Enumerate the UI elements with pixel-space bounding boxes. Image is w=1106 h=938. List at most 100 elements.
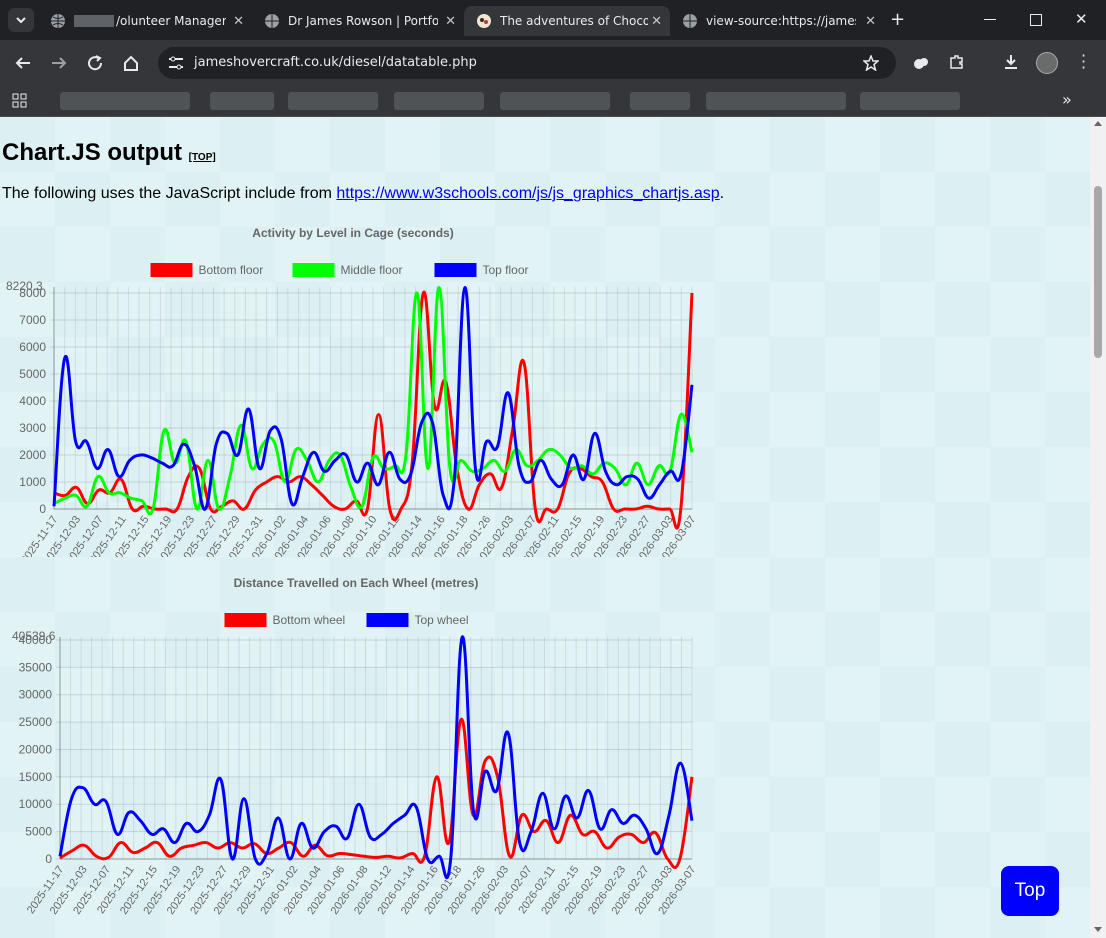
dog-favicon-icon xyxy=(477,14,491,28)
avatar[interactable] xyxy=(1036,52,1058,74)
bookmark-item[interactable] xyxy=(210,92,274,110)
y-tick-label: 35000 xyxy=(19,660,53,674)
intro-text: The following uses the JavaScript includ… xyxy=(2,185,337,202)
top-button[interactable]: Top xyxy=(1001,866,1059,916)
globe-icon xyxy=(51,14,65,28)
close-window-button[interactable]: ✕ xyxy=(1075,10,1088,28)
scrollbar-thumb[interactable] xyxy=(1094,186,1102,358)
y-tick-label: 5000 xyxy=(19,367,46,381)
y-tick-label: 4000 xyxy=(19,394,46,408)
blurred-text xyxy=(74,15,114,27)
scroll-up-arrow[interactable] xyxy=(1094,121,1102,126)
bookmarks-bar: » xyxy=(0,86,1106,117)
close-icon[interactable]: ✕ xyxy=(445,13,456,29)
y-tick-label: 0 xyxy=(45,852,52,866)
y-tick-label: 15000 xyxy=(19,770,53,784)
scroll-down-arrow[interactable] xyxy=(1094,927,1102,932)
y-tick-label: 2000 xyxy=(19,448,46,462)
tab-label: The adventures of Chocola xyxy=(500,14,648,28)
extension-cloud-icon[interactable] xyxy=(912,54,930,72)
y-tick-label: 8000 xyxy=(19,286,46,300)
extensions-puzzle-icon[interactable] xyxy=(948,53,966,71)
forward-icon[interactable] xyxy=(50,54,68,72)
y-tick-label: 3000 xyxy=(19,421,46,435)
bookmark-item[interactable] xyxy=(630,92,690,110)
y-tick-label: 1000 xyxy=(19,475,46,489)
reload-icon[interactable] xyxy=(86,54,104,72)
y-tick-label: 25000 xyxy=(19,715,53,729)
legend-swatch-2 xyxy=(434,263,477,277)
legend-swatch-0 xyxy=(150,263,193,277)
series-line-bottom-wheel xyxy=(59,717,694,870)
y-tick-label: 30000 xyxy=(19,688,53,702)
apps-grid-icon[interactable] xyxy=(12,93,28,109)
close-icon[interactable]: ✕ xyxy=(865,13,876,29)
legend-swatch-1 xyxy=(292,263,335,277)
series-line-bottom-floor xyxy=(53,290,694,530)
series-line-top-wheel xyxy=(58,635,694,880)
tab-portfolio[interactable]: Dr James Rowson | Portfoli ✕ xyxy=(252,6,464,36)
y-tick-label: 40000 xyxy=(19,633,53,647)
tab-label: /olunteer Manager xyxy=(116,14,226,28)
tab-search-button[interactable] xyxy=(8,8,34,32)
close-icon[interactable]: ✕ xyxy=(233,13,244,29)
address-bar[interactable]: jameshovercraft.co.uk/diesel/datatable.p… xyxy=(158,47,896,79)
page-viewport: Chart.JS output [TOP] The following uses… xyxy=(0,117,1090,938)
y-tick-label: 6000 xyxy=(19,340,46,354)
tab-label: view-source:https://jamesh xyxy=(706,14,856,28)
bookmark-item[interactable] xyxy=(860,92,960,110)
tab-label: Dr James Rowson | Portfoli xyxy=(288,14,438,28)
tab-adventures[interactable]: The adventures of Chocola ✕ xyxy=(464,6,670,36)
home-icon[interactable] xyxy=(122,54,140,72)
toolbar: jameshovercraft.co.uk/diesel/datatable.p… xyxy=(0,40,1106,86)
chevron-down-icon xyxy=(16,17,26,24)
back-icon[interactable] xyxy=(14,54,32,72)
top-link[interactable]: [TOP] xyxy=(188,152,216,163)
legend-label-0: Bottom floor xyxy=(199,263,264,277)
legend-swatch-0 xyxy=(224,613,267,627)
site-info-icon[interactable] xyxy=(168,56,184,70)
close-icon[interactable]: ✕ xyxy=(651,13,662,29)
globe-icon xyxy=(265,14,279,28)
menu-kebab-icon[interactable]: · · · xyxy=(1081,46,1087,77)
tab-view-source[interactable]: view-source:https://jamesh ✕ xyxy=(670,6,884,36)
maximize-button[interactable] xyxy=(1030,14,1042,26)
bookmark-item[interactable] xyxy=(706,92,846,110)
legend-label-0: Bottom wheel xyxy=(273,613,346,627)
w3schools-link[interactable]: https://www.w3schools.com/js/js_graphics… xyxy=(336,185,720,202)
y-max-label: 40539.6 xyxy=(12,629,56,643)
bookmark-item[interactable] xyxy=(394,92,484,110)
activity-chart: Activity by Level in Cage (seconds) Botto… xyxy=(6,226,698,557)
tab-volunteer-manager[interactable]: /olunteer Manager ✕ xyxy=(38,6,252,36)
distance-chart: Distance Travelled on Each Wheel (metres… xyxy=(12,576,698,917)
y-tick-label: 7000 xyxy=(19,313,46,327)
legend-label-1: Middle floor xyxy=(341,263,403,277)
bookmarks-overflow-icon[interactable]: » xyxy=(1062,90,1072,109)
series-line-middle-floor xyxy=(53,286,694,516)
tab-bar: /olunteer Manager ✕ Dr James Rowson | Po… xyxy=(0,0,1106,40)
y-max-label: 8220.3 xyxy=(6,279,43,293)
page-heading-text: Chart.JS output xyxy=(2,139,182,166)
intro-paragraph: The following uses the JavaScript includ… xyxy=(2,185,724,203)
y-tick-label: 10000 xyxy=(19,797,53,811)
minimize-button[interactable] xyxy=(984,19,996,20)
series-line-top-floor xyxy=(52,286,694,511)
star-icon[interactable] xyxy=(863,55,879,71)
y-tick-label: 5000 xyxy=(25,825,52,839)
globe-icon xyxy=(683,14,697,28)
chart-title: Distance Travelled on Each Wheel (metres… xyxy=(234,576,479,590)
new-tab-button[interactable]: + xyxy=(890,9,906,30)
y-tick-label: 20000 xyxy=(19,742,53,756)
legend-swatch-1 xyxy=(366,613,409,627)
download-icon[interactable] xyxy=(1002,53,1020,71)
url-text[interactable]: jameshovercraft.co.uk/diesel/datatable.p… xyxy=(194,55,477,70)
legend-label-2: Top floor xyxy=(483,263,529,277)
bookmark-item[interactable] xyxy=(60,92,190,110)
y-tick-label: 0 xyxy=(39,502,46,516)
bookmark-item[interactable] xyxy=(500,92,610,110)
intro-end: . xyxy=(719,185,725,202)
chart-title: Activity by Level in Cage (seconds) xyxy=(252,226,453,240)
bookmark-item[interactable] xyxy=(288,92,378,110)
legend-label-1: Top wheel xyxy=(415,613,469,627)
page-title: Chart.JS output [TOP] xyxy=(2,139,216,167)
